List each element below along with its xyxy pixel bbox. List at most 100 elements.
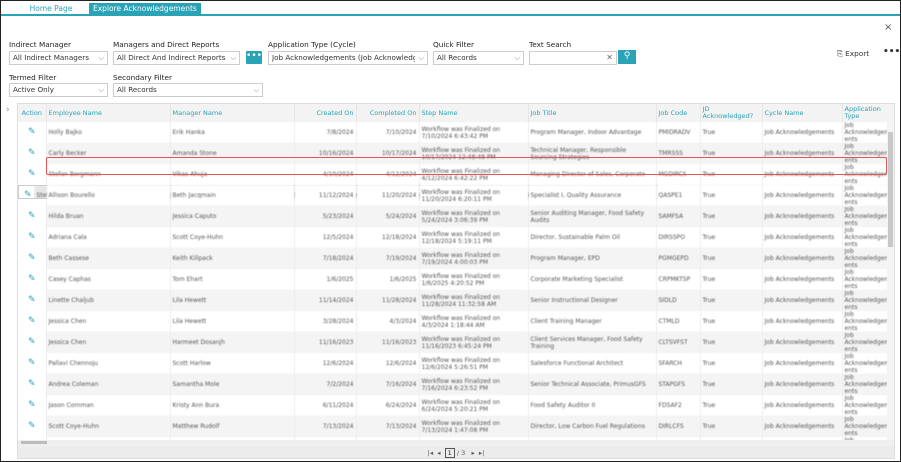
table-cell: Specialist I, Quality Assurance (528, 185, 657, 206)
table-cell: Job Acknowledgements (842, 227, 894, 248)
table-row[interactable]: ✎ Carly Becker Amanda Stone 10/16/2024 10/17… (18, 143, 894, 164)
table-cell: Jessica Chen (46, 332, 171, 353)
column-header[interactable]: Manager Name (170, 104, 295, 122)
edit-icon[interactable]: ✎ (18, 269, 47, 290)
edit-icon[interactable]: ✎ (18, 248, 47, 269)
edit-icon[interactable]: ✎ (18, 143, 47, 164)
application-type-select[interactable]: Job Acknowledgements (Job Acknowledgemer… (268, 51, 428, 65)
table-row[interactable]: ✎ Jessica Chen Harmeet Dosanjh 11/16/2023 11… (18, 332, 894, 353)
managers-reports-select[interactable]: All Direct And Indirect Reports ⌵ (113, 51, 240, 65)
column-header[interactable]: Job Title (528, 104, 657, 122)
edit-icon[interactable]: ✎ (22, 186, 35, 198)
column-header[interactable]: Employee Name (46, 104, 171, 122)
chevron-down-icon: ⌵ (230, 52, 236, 64)
table-row[interactable]: ✎ Scott Coye-Huhn Matthew Rudolf 7/13/2024 7… (18, 416, 894, 437)
table-row[interactable]: ✎ Adriana Cala Scott Coye-Huhn 12/5/2024 12/… (18, 227, 894, 248)
table-row[interactable]: ✎ Hilda Bruan Jessica Caputo 5/23/2024 5/24/… (18, 206, 894, 227)
column-header[interactable]: Job Code (656, 104, 701, 122)
edit-icon[interactable]: ✎ (18, 164, 47, 185)
table-row[interactable]: ✎ Holly Bajko Erik Hanka 7/8/2024 7/10/2024 W… (18, 122, 894, 143)
table-row[interactable]: ✎ Jessica Chen Lila Hewett 3/28/2024 4/3/202… (18, 311, 894, 332)
tab-explore-acknowledgements[interactable]: Explore Acknowledgements (89, 3, 201, 15)
termed-filter-select[interactable]: Active Only ⌵ (9, 83, 108, 97)
edit-icon[interactable]: ✎ (18, 374, 47, 395)
table-cell: Job Acknowledgements (762, 437, 843, 440)
table-cell: Erik Hanka (170, 122, 295, 143)
table-row[interactable]: ✎ Stefan Bergmann Vikas Ahuja 4/10/2024 4/12… (18, 164, 894, 185)
table-cell: Beth Jacqmain (170, 185, 295, 206)
table-cell: Linette Chaljub (46, 290, 171, 311)
edit-icon[interactable]: ✎ (18, 311, 47, 332)
edit-icon[interactable]: ✎ (18, 332, 47, 353)
table-cell: Workflow was Finalized on 4/3/2024 1:18:… (419, 311, 529, 332)
table-cell: Amanda Stone (170, 143, 295, 164)
table-row[interactable]: ✎ Andrea Coleman Samantha Mole 7/2/2024 7/16… (18, 374, 894, 395)
table-cell: Job Acknowledgements (762, 416, 843, 437)
edit-icon[interactable]: ✎ (18, 206, 47, 227)
edit-icon[interactable]: ✎ (18, 122, 47, 143)
table-row[interactable]: ✎ Linette Chaljub Lila Hewett 11/14/2024 11/… (18, 290, 894, 311)
more-menu-button[interactable]: ••• (883, 47, 901, 57)
table-cell: Job Acknowledgements (842, 122, 894, 143)
export-button[interactable]: ⎘ Export (837, 49, 869, 59)
table-cell: Workflow was Finalized on 12/6/2024 5:26… (419, 353, 529, 374)
column-header[interactable]: JD Acknowledged? (700, 104, 763, 122)
table-cell: Lila Hewett (170, 290, 295, 311)
last-page-icon[interactable]: ▸| (478, 449, 485, 457)
search-button[interactable]: ⚲ (618, 50, 636, 64)
table-cell: 11/20/2024 (356, 185, 420, 206)
table-cell: STAPGFS (656, 374, 701, 395)
table-cell: Harmeet Dosanjh (170, 332, 295, 353)
vertical-scrollbar[interactable] (887, 122, 894, 440)
table-cell: Salesforce Functional Architect (528, 353, 657, 374)
table-cell: 7/2/2024 (294, 374, 357, 395)
table-row[interactable]: ✎ Pallavi Chennoju Scott Harlow 12/6/2024 12… (18, 353, 894, 374)
close-icon[interactable]: × (884, 22, 893, 33)
table-cell: CTMLD (656, 311, 701, 332)
column-header[interactable]: Action (18, 104, 47, 122)
column-header[interactable]: Application Type (842, 104, 894, 122)
page-number-input[interactable]: 1 (444, 448, 455, 458)
vertical-scroll-thumb[interactable] (888, 132, 893, 247)
table-cell: Job Acknowledgements (762, 227, 843, 248)
table-cell: SIDLD (656, 290, 701, 311)
table-cell: Workflow was Finalized on 7/13/2024 1:47… (419, 416, 529, 437)
table-row[interactable]: ✎ Casey Caphas Tom Ehart 1/6/2025 1/6/2025 Wo… (18, 269, 894, 290)
quick-filter-select[interactable]: All Records ⌵ (433, 51, 524, 65)
table-cell: Workflow was Finalized on 5/24/2024 3:06… (419, 206, 529, 227)
edit-icon[interactable]: ✎ (18, 353, 47, 374)
edit-icon[interactable]: ✎ (18, 227, 47, 248)
table-row[interactable]: ✎ Beth Cassese Keith Killpack 7/18/2024 7/19… (18, 248, 894, 269)
column-header[interactable]: Created On (294, 104, 357, 122)
text-search-input[interactable]: ✕ (529, 51, 617, 65)
more-options-button[interactable]: ••• (246, 51, 262, 64)
edit-icon[interactable]: ✎ (18, 290, 47, 311)
edit-icon[interactable]: ✎ (18, 395, 47, 416)
table-row[interactable]: ✎Kristin CrawfordKatherine Weymouth5/23/… (18, 437, 894, 440)
table-cell: Scott Coye-Huhn (46, 416, 171, 437)
horizontal-scrollbar[interactable] (18, 440, 887, 445)
table-cell: 12/5/2024 (294, 227, 357, 248)
column-header[interactable]: Step Name (419, 104, 529, 122)
edit-icon[interactable]: ✎ (18, 437, 47, 440)
table-cell: Workflow was Finalized on 7/19/2024 4:00… (419, 248, 529, 269)
termed-filter-label: Termed Filter (9, 73, 57, 82)
table-cell: Job Acknowledgements (762, 248, 843, 269)
indirect-manager-select[interactable]: All Indirect Managers ⌵ (9, 51, 108, 65)
tab-home-page[interactable]: Home Page (29, 4, 73, 13)
expand-panel-icon[interactable]: › (6, 105, 10, 115)
column-header[interactable]: Cycle Name (762, 104, 843, 122)
indirect-manager-value: All Indirect Managers (13, 53, 89, 62)
column-header[interactable]: Completed On (356, 104, 420, 122)
table-cell: True (700, 185, 763, 206)
table-cell: 7/13/2024 (356, 416, 420, 437)
first-page-icon[interactable]: |◂ (427, 449, 434, 457)
next-page-icon[interactable]: ▸ (471, 449, 475, 457)
table-row[interactable]: ✎ Jason Cornman Kristy Ann Bura 6/11/2024 6/… (18, 395, 894, 416)
edit-icon[interactable]: ✎ (18, 416, 47, 437)
prev-page-icon[interactable]: ◂ (437, 449, 441, 457)
secondary-filter-select[interactable]: All Records ⌵ (113, 83, 263, 97)
clear-icon[interactable]: ✕ (606, 53, 613, 62)
horizontal-scroll-thumb[interactable] (21, 441, 47, 444)
